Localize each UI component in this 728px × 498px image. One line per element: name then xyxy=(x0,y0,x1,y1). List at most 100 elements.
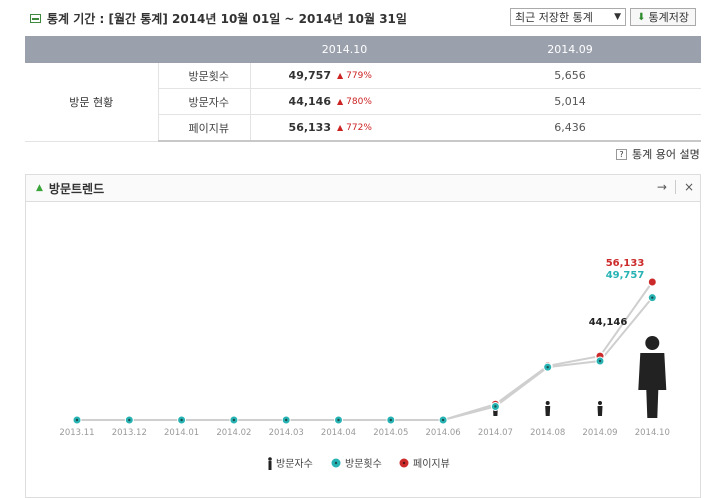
save-stats-label: 통계저장 xyxy=(648,11,689,24)
visits-point xyxy=(281,415,291,425)
x-tick-label: 2014.04 xyxy=(321,428,356,438)
visits-point xyxy=(229,415,239,425)
previous-value: 6,436 xyxy=(439,114,701,142)
current-value: 49,757 xyxy=(250,63,331,89)
divider xyxy=(674,180,676,194)
saved-stats-select[interactable]: 최근 저장한 통계 ▼ xyxy=(510,8,626,26)
point-core xyxy=(232,418,236,422)
x-tick-label: 2014.07 xyxy=(478,428,513,438)
previous-value: 5,656 xyxy=(439,63,701,89)
point-core xyxy=(128,418,131,422)
up-arrow-icon: ▲ xyxy=(337,70,344,80)
pageviews-data-label: 56,133 xyxy=(606,258,645,269)
visits-data-label: 49,757 xyxy=(606,270,645,281)
x-tick-label: 2014.09 xyxy=(582,428,617,438)
visits-point xyxy=(177,415,187,425)
table-row: 방문자수 44,146 ▲ 780% 5,014 xyxy=(25,88,701,115)
metric-name: 방문자수 xyxy=(158,88,251,115)
save-stats-button[interactable]: ⬇ 통계저장 xyxy=(630,8,696,26)
stats-period-bar: 통계 기간 : [월간 통계] 2014년 10월 01일 ~ 2014년 10… xyxy=(30,10,407,27)
help-icon: ? xyxy=(616,148,627,160)
visits-point xyxy=(543,362,553,372)
trend-chart: 2013.11 2013.12 2014.01 2014.02 2014.03 2014.… xyxy=(59,258,670,470)
up-arrow-icon: ▲ xyxy=(337,122,344,132)
column-current: 2014.10 xyxy=(250,36,439,63)
up-arrow-icon: ▲ xyxy=(337,96,344,106)
visits-point xyxy=(386,415,396,425)
legend-item-visitors: 방문자수 xyxy=(268,457,313,470)
visits-point xyxy=(595,356,605,366)
header-empty xyxy=(25,36,250,63)
x-tick-label: 2014.05 xyxy=(373,428,408,438)
close-icon[interactable]: × xyxy=(683,180,694,194)
point-core xyxy=(651,296,654,299)
change-value: 772% xyxy=(346,122,372,133)
x-tick-label: 2014.08 xyxy=(530,428,565,438)
x-tick-label: 2014.03 xyxy=(269,428,304,438)
stats-period-label: 통계 기간 : [월간 통계] 2014년 10월 01일 ~ 2014년 10… xyxy=(47,12,407,26)
legend-item-visits: 방문횟수 xyxy=(331,458,382,470)
table-header-row: 2014.10 2014.09 xyxy=(25,36,701,63)
current-value: 56,133 xyxy=(250,114,331,142)
x-tick-label: 2014.06 xyxy=(426,428,461,438)
visitor-figure-mark xyxy=(545,401,551,416)
visitors-data-label: 44,146 xyxy=(589,317,628,328)
x-tick-label: 2014.02 xyxy=(216,428,251,438)
panel-controls: → × xyxy=(657,180,694,194)
visits-line xyxy=(77,297,654,421)
change-percent: ▲ 780% xyxy=(331,88,439,115)
point-core xyxy=(285,418,288,422)
point-core xyxy=(494,405,497,408)
pageviews-legend-icon-core xyxy=(402,461,406,465)
visits-point xyxy=(72,415,82,425)
dropdown-arrow-icon: ▼ xyxy=(614,12,621,22)
x-tick-label: 2014.01 xyxy=(164,428,199,438)
x-tick-label: 2014.10 xyxy=(635,428,670,438)
visits-point xyxy=(490,401,500,411)
point-core xyxy=(441,418,445,422)
metric-name: 방문횟수 xyxy=(158,63,251,89)
saved-stats-select-value: 최근 저장한 통계 xyxy=(515,11,593,24)
visits-point xyxy=(124,415,134,425)
visitor-figure-mark xyxy=(638,336,667,418)
legend-item-pageviews: 페이지뷰 xyxy=(399,458,450,470)
x-tick-label: 2013.12 xyxy=(112,428,147,438)
visitor-legend-icon xyxy=(268,457,272,461)
change-percent: ▲ 772% xyxy=(331,114,439,142)
x-tick-label: 2013.11 xyxy=(59,428,94,438)
visits-point xyxy=(647,293,657,303)
visits-point xyxy=(438,415,448,425)
point-core xyxy=(75,418,79,422)
table-row: 페이지뷰 56,133 ▲ 772% 6,436 xyxy=(25,114,701,142)
pageviews-line xyxy=(77,281,654,421)
visit-stats-table: 2014.10 2014.09 방문 현황 방문횟수 49,757 ▲ 779% … xyxy=(25,36,701,142)
legend-label: 방문자수 xyxy=(276,458,313,470)
change-value: 779% xyxy=(346,70,372,81)
visitor-figure-mark xyxy=(597,401,603,416)
trend-title: 방문트렌드 xyxy=(48,181,105,196)
change-percent: ▲ 779% xyxy=(331,63,439,89)
legend-label: 페이지뷰 xyxy=(413,458,450,470)
point-core xyxy=(337,418,340,422)
figure-body xyxy=(545,406,551,416)
calendar-icon xyxy=(30,14,41,23)
figure-head xyxy=(598,401,602,405)
metric-name: 페이지뷰 xyxy=(158,114,251,142)
point-core xyxy=(546,365,549,369)
visits-point xyxy=(334,415,343,425)
visits-legend-icon-core xyxy=(334,461,338,465)
glossary-link[interactable]: ? 통계 용어 설명 xyxy=(616,146,700,162)
column-previous: 2014.09 xyxy=(439,36,701,63)
figure-body xyxy=(638,353,667,418)
point-core xyxy=(598,359,602,363)
trend-marks xyxy=(72,277,667,425)
table-row: 방문 현황 방문횟수 49,757 ▲ 779% 5,656 xyxy=(25,63,701,142)
glossary-label: 통계 용어 설명 xyxy=(632,148,700,161)
change-value: 780% xyxy=(346,96,372,107)
pageviews-point xyxy=(647,277,658,287)
figure-head xyxy=(645,336,660,350)
trend-lines xyxy=(77,281,654,421)
expand-arrow-icon[interactable]: → xyxy=(656,180,667,194)
collapse-icon[interactable]: ▲ xyxy=(36,183,43,193)
point-core xyxy=(180,418,183,422)
